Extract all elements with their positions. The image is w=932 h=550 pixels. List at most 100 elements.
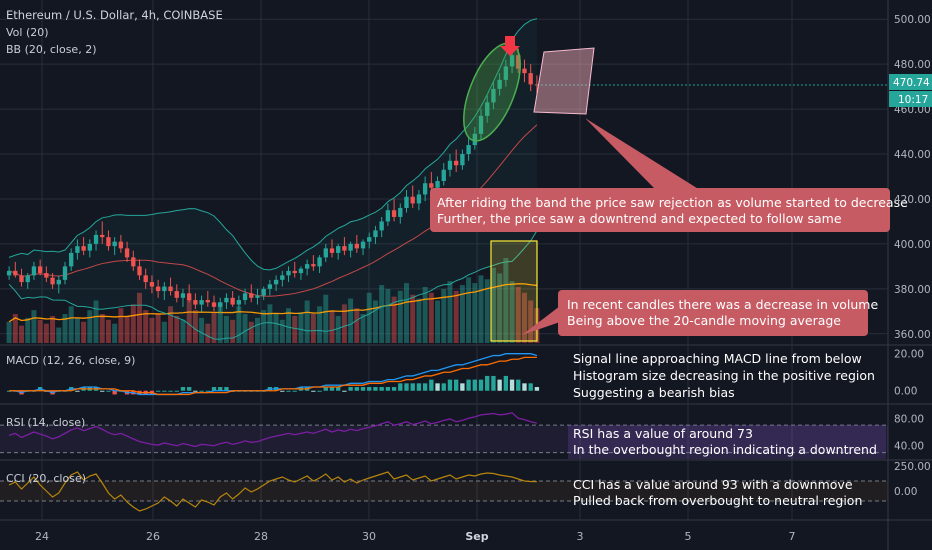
volume-bar — [192, 310, 198, 343]
volume-bar — [472, 283, 478, 343]
volume-bar — [354, 308, 360, 343]
candle-body — [311, 264, 316, 267]
macd-histogram-bar — [311, 390, 316, 392]
countdown-value: 10:17 — [898, 94, 928, 106]
date-tick-label: 24 — [35, 530, 49, 543]
volume-bar — [248, 321, 254, 343]
candle-body — [329, 248, 335, 253]
indicator-tick-label: 250.00 — [894, 461, 931, 473]
macd-histogram-bar — [317, 390, 322, 392]
volume-bar — [459, 285, 465, 343]
volume-bar — [112, 323, 118, 343]
candle-body — [218, 302, 223, 307]
indicator-tick-label: 20.00 — [894, 349, 924, 361]
bb-indicator-label[interactable]: BB (20, close, 2) — [6, 43, 97, 56]
volume-bar — [497, 273, 503, 343]
candle-body — [404, 196, 409, 208]
down-arrow-icon — [500, 36, 520, 56]
symbol-title[interactable]: Ethereum / U.S. Dollar, 4h, COINBASE — [6, 8, 223, 22]
cci-pane — [0, 471, 888, 512]
date-tick-label: 26 — [146, 530, 160, 543]
macd-histogram-bar — [193, 390, 198, 392]
candle-body — [410, 196, 415, 204]
macd-note-line-1: Signal line approaching MACD line from b… — [573, 351, 862, 366]
macd-histogram-bar — [342, 390, 347, 392]
macd-histogram-bar — [485, 375, 490, 391]
macd-histogram-bar — [435, 383, 440, 391]
candle-body — [50, 277, 55, 285]
candle-body — [429, 183, 434, 188]
candle-body — [472, 133, 477, 146]
rsi-pane — [0, 412, 888, 459]
volume-bar — [267, 304, 273, 343]
candle-body — [485, 102, 490, 116]
candle-body — [255, 295, 260, 298]
macd-histogram-bar — [162, 390, 167, 392]
volume-bar — [273, 314, 279, 343]
volume-bar — [217, 302, 223, 343]
candle-body — [354, 243, 359, 249]
candle-body — [56, 279, 61, 285]
volume-bar — [348, 298, 354, 343]
candle-body — [460, 154, 465, 166]
volume-bar — [6, 321, 12, 343]
bb-upper-band — [8, 18, 538, 271]
price-tick-label: 500.00 — [894, 14, 931, 26]
volume-bar — [515, 286, 521, 343]
volume-bar — [149, 317, 155, 343]
price-tick-label: 460.00 — [894, 104, 931, 116]
macd-histogram-bar — [354, 387, 359, 391]
volume-bar — [372, 300, 378, 343]
rsi-note-line-2: In the overbought region indicating a do… — [573, 442, 877, 457]
volume-bar — [391, 296, 397, 343]
candle-body — [509, 55, 515, 67]
volume-bar — [335, 315, 341, 343]
macd-histogram-bar — [385, 387, 391, 391]
candle-body — [454, 160, 459, 166]
macd-histogram-bar — [391, 387, 397, 391]
macd-histogram-bar — [472, 379, 477, 391]
bb-lower-band — [8, 230, 538, 340]
volume-bar — [186, 298, 192, 343]
volume-bar — [174, 315, 180, 343]
candle-body — [205, 300, 210, 303]
macd-histogram-bar — [174, 390, 179, 392]
candle-body — [187, 293, 192, 301]
volume-bar — [254, 317, 260, 343]
candle-body — [373, 230, 378, 238]
candle-body — [211, 302, 217, 307]
volume-bar — [521, 292, 527, 343]
macd-histogram-bar — [180, 387, 186, 391]
candle-body — [416, 194, 422, 204]
macd-histogram-bar — [367, 387, 372, 391]
macd-indicator-label[interactable]: MACD (12, 26, close, 9) — [6, 354, 135, 367]
band-note-pointer — [585, 118, 700, 190]
volume-bar — [503, 258, 509, 343]
macd-histogram-bar — [404, 383, 409, 391]
candle-body — [242, 293, 248, 301]
macd-histogram-bar — [503, 375, 509, 391]
macd-histogram-bar — [466, 379, 471, 391]
candle-body — [87, 243, 92, 251]
candle-body — [280, 275, 285, 280]
macd-histogram-bar — [528, 383, 533, 391]
candle-body — [149, 282, 155, 287]
macd-histogram-bar — [6, 390, 12, 392]
volume-bar — [528, 300, 534, 343]
volume-bar — [410, 294, 416, 343]
price-tick-label: 480.00 — [894, 59, 931, 71]
volume-bar — [130, 304, 136, 343]
macd-histogram-bar — [379, 387, 384, 391]
macd-histogram-bar — [478, 379, 484, 391]
vol-indicator-label[interactable]: Vol (20) — [6, 26, 49, 39]
rsi-indicator-label[interactable]: RSI (14, close) — [6, 416, 85, 429]
macd-histogram-bar — [429, 379, 434, 391]
volume-bar — [199, 317, 205, 343]
candle-body — [447, 160, 453, 170]
candle-body — [379, 221, 384, 231]
cci-indicator-label[interactable]: CCI (20, close) — [6, 472, 86, 485]
volume-bar — [428, 292, 434, 343]
